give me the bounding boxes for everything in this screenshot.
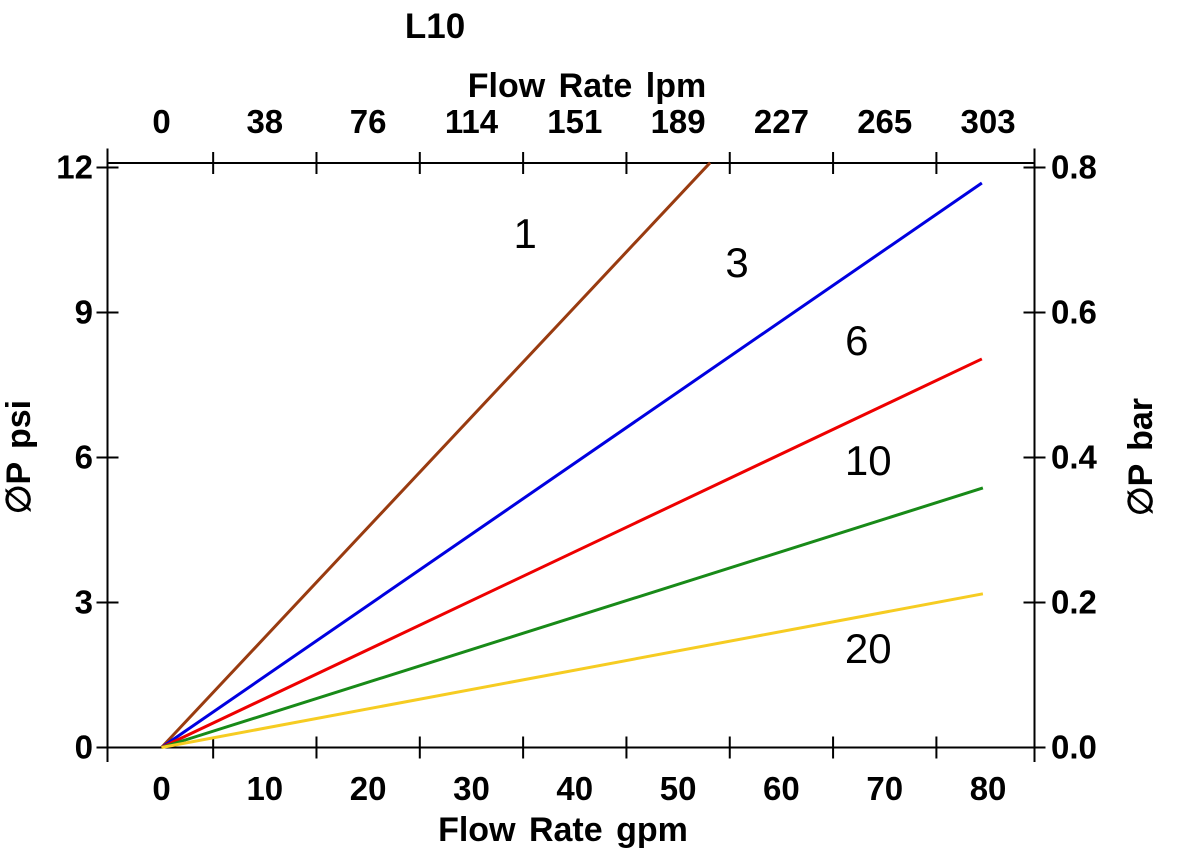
bottom-tick-label: 20 (350, 770, 387, 807)
axis-ticks (96, 152, 1046, 759)
bottom-tick-label: 0 (152, 770, 170, 807)
right-tick-label: 0.2 (1051, 584, 1097, 621)
left-axis-title: ∅P psi (0, 400, 38, 514)
bottom-axis-title: Flow Rate gpm (438, 811, 688, 849)
series-label-20: 20 (845, 625, 892, 672)
right-tick-label: 0.0 (1051, 729, 1097, 766)
top-tick-label: 0 (152, 103, 170, 140)
series-label-10: 10 (845, 437, 892, 484)
bottom-tick-label: 30 (453, 770, 490, 807)
right-axis-title: ∅P bar (1122, 398, 1160, 516)
top-tick-label: 38 (246, 103, 283, 140)
top-tick-label: 265 (857, 103, 912, 140)
bottom-tick-label: 80 (970, 770, 1007, 807)
right-tick-label: 0.6 (1051, 294, 1097, 331)
chart-title: L10 (405, 7, 465, 46)
series-line-1 (160, 161, 712, 749)
series-line-6 (160, 357, 983, 749)
left-tick-label: 6 (75, 439, 93, 476)
series-line-3 (160, 181, 983, 749)
bottom-tick-label: 60 (763, 770, 800, 807)
top-tick-label: 114 (445, 103, 499, 140)
bottom-tick-label: 40 (556, 770, 593, 807)
plot-frame (106, 148, 1036, 762)
series-lines (160, 161, 984, 749)
series-label-1: 1 (514, 210, 537, 257)
top-tick-label: 227 (754, 103, 809, 140)
left-tick-label: 12 (56, 149, 93, 186)
top-tick-label: 189 (651, 103, 706, 140)
top-tick-label: 76 (350, 103, 387, 140)
left-tick-label: 3 (75, 584, 93, 621)
bottom-tick-label: 10 (246, 770, 283, 807)
series-line-20 (161, 592, 984, 749)
bottom-tick-label: 70 (866, 770, 903, 807)
series-label-6: 6 (845, 317, 868, 364)
tick-labels: 0 10 20 30 40 50 60 70 800 38 76 114 151 189 227 265 303… (56, 103, 1097, 807)
top-tick-label: 303 (961, 103, 1016, 140)
series-label-3: 3 (725, 239, 748, 286)
left-tick-label: 0 (75, 729, 93, 766)
right-tick-label: 0.4 (1051, 439, 1098, 476)
bottom-tick-label: 50 (660, 770, 697, 807)
top-axis-title: Flow Rate lpm (468, 67, 706, 105)
right-tick-label: 0.8 (1051, 149, 1097, 186)
left-tick-label: 9 (75, 294, 93, 331)
series-line-10 (161, 486, 984, 749)
top-tick-label: 151 (547, 103, 602, 140)
series-labels: 1 3 6 10 20 (514, 210, 892, 672)
